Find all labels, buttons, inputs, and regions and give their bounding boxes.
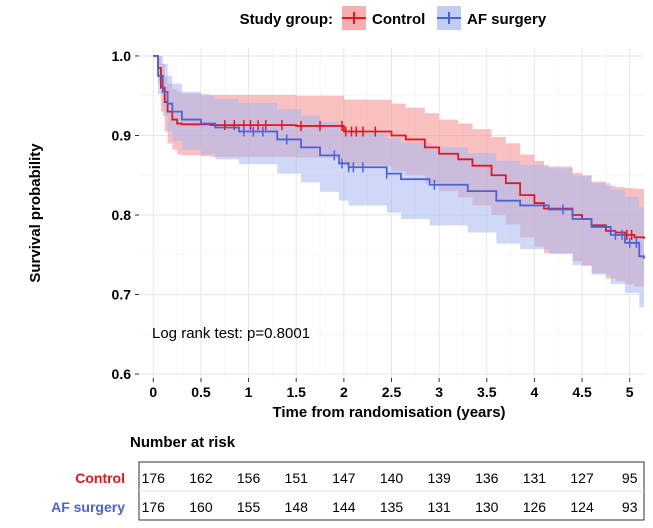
risk-cell-af-surgery: 126 (523, 499, 547, 515)
legend-entry-control: Control (342, 6, 425, 30)
risk-cell-control: 95 (622, 470, 638, 486)
risk-cell-control: 140 (380, 470, 404, 486)
annotation-logrank: Log rank test: p=0.8001 (152, 325, 310, 342)
x-tick-label: 1.5 (286, 384, 306, 400)
x-tick-label: 5 (626, 384, 634, 400)
risk-cell-control: 151 (285, 470, 309, 486)
risk-cell-af-surgery: 131 (427, 499, 451, 515)
risk-cell-af-surgery: 93 (622, 499, 638, 515)
censor-marks (224, 120, 638, 248)
risk-cell-control: 131 (523, 470, 547, 486)
risk-row-label-control: Control (75, 470, 125, 486)
x-tick-label: 0 (149, 384, 157, 400)
risk-table-title: Number at risk (130, 434, 236, 451)
legend-control-label: Control (372, 11, 425, 28)
y-tick-label: 0.8 (112, 207, 132, 223)
x-tick-label: 2.5 (382, 384, 402, 400)
confidence-bands (153, 55, 644, 311)
risk-cell-af-surgery: 144 (332, 499, 356, 515)
y-tick-label: 1.0 (112, 48, 132, 64)
risk-cell-control: 147 (332, 470, 356, 486)
risk-table: Number at risk Control AF surgery 176 162… (51, 434, 645, 521)
risk-cell-control: 162 (189, 470, 213, 486)
x-tick-label: 0.5 (191, 384, 211, 400)
risk-cell-af-surgery: 160 (189, 499, 213, 515)
risk-table-cells: 176 162 156 151 147 140 139 136 131 127 95 176 160 15… (142, 470, 638, 515)
risk-cell-control: 176 (142, 470, 166, 486)
x-tick-label: 3 (435, 384, 443, 400)
legend-entry-af-surgery: AF surgery (437, 6, 547, 30)
ci-band-af-surgery (153, 55, 644, 311)
y-axis-label: Survival probability (27, 143, 44, 283)
plot-panel: Log rank test: p=0.8001 (139, 48, 645, 378)
risk-cell-af-surgery: 155 (237, 499, 261, 515)
risk-cell-control: 139 (427, 470, 451, 486)
x-tick-label: 4.5 (572, 384, 592, 400)
x-tick-label: 4 (531, 384, 539, 400)
x-tick-label: 1 (245, 384, 253, 400)
legend-af-label: AF surgery (467, 11, 547, 28)
risk-cell-control: 136 (475, 470, 499, 486)
x-axis: 0 0.5 1 1.5 2 2.5 3 3.5 4 4.5 5 (149, 378, 634, 400)
risk-cell-af-surgery: 124 (570, 499, 594, 515)
risk-cell-af-surgery: 130 (475, 499, 499, 515)
y-tick-label: 0.7 (112, 287, 132, 303)
legend-title: Study group: (240, 11, 333, 28)
risk-cell-control: 127 (570, 470, 594, 486)
y-axis: 0.6 0.7 0.8 0.9 1.0 (112, 48, 139, 382)
risk-cell-af-surgery: 148 (285, 499, 309, 515)
risk-row-label-af-surgery: AF surgery (51, 499, 125, 515)
risk-cell-af-surgery: 135 (380, 499, 404, 515)
risk-cell-af-surgery: 176 (142, 499, 166, 515)
x-axis-label: Time from randomisation (years) (272, 404, 505, 421)
risk-cell-control: 156 (237, 470, 261, 486)
y-tick-label: 0.6 (112, 366, 132, 382)
x-tick-label: 3.5 (477, 384, 497, 400)
y-tick-label: 0.9 (112, 127, 132, 143)
x-tick-label: 2 (340, 384, 348, 400)
legend: Study group: Control AF surgery (240, 6, 547, 30)
